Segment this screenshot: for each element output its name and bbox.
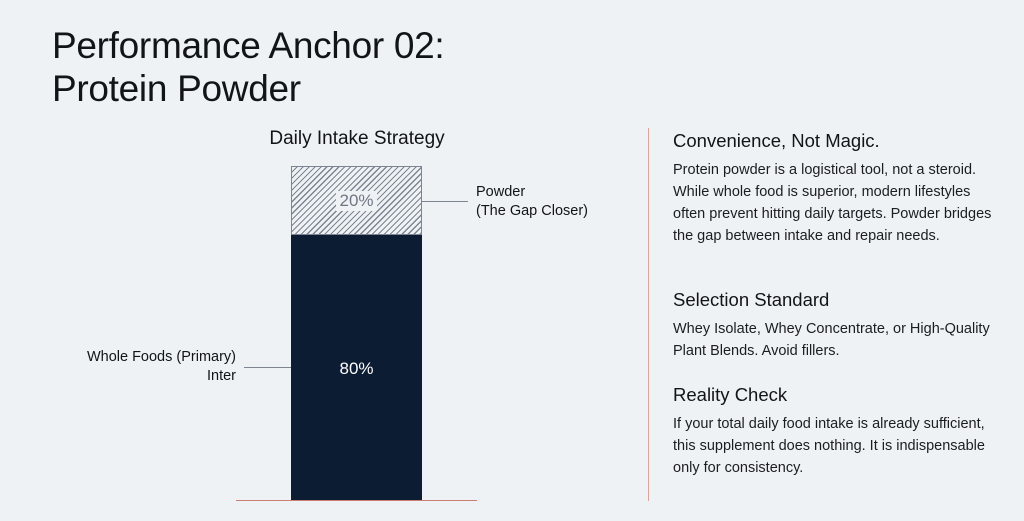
bar-segment-powder: 20% — [291, 166, 422, 235]
bar-segment-whole-foods: 80% — [291, 235, 422, 501]
section-body: Protein powder is a logistical tool, not… — [673, 162, 992, 244]
annotation-whole-line2: Inter — [206, 368, 236, 384]
section-convenience: Convenience, Not Magic. Protein powder i… — [673, 129, 993, 247]
page-title: Performance Anchor 02: Protein Powder — [52, 24, 445, 110]
leader-line-whole-foods — [244, 367, 291, 368]
annotation-powder: Powder (The Gap Closer) — [476, 183, 588, 221]
section-heading: Selection Standard — [673, 289, 830, 310]
bar-value-whole-foods: 80% — [339, 359, 374, 378]
section-selection-standard: Selection Standard Whey Isolate, Whey Co… — [673, 288, 993, 362]
annotation-powder-line2: (The Gap Closer) — [476, 203, 589, 219]
annotation-whole-line1: Whole Foods (Primary) — [86, 349, 236, 365]
annotation-powder-line1: Powder — [476, 184, 526, 200]
section-heading: Reality Check — [673, 384, 788, 405]
section-body: If your total daily food intake is alrea… — [673, 416, 985, 476]
chart-baseline — [236, 500, 477, 501]
section-heading: Convenience, Not Magic. — [673, 130, 880, 151]
section-body: Whey Isolate, Whey Concentrate, or High-… — [673, 321, 990, 359]
chart-title: Daily Intake Strategy — [269, 128, 445, 149]
page-title-line1: Performance Anchor 02: — [52, 25, 445, 66]
page-title-line2: Protein Powder — [52, 68, 301, 109]
bar-value-powder: 20% — [336, 190, 377, 211]
section-reality-check: Reality Check If your total daily food i… — [673, 383, 993, 479]
annotation-whole-foods: Whole Foods (Primary) Inter — [87, 348, 236, 386]
vertical-divider — [648, 128, 649, 501]
leader-line-powder — [422, 201, 468, 202]
